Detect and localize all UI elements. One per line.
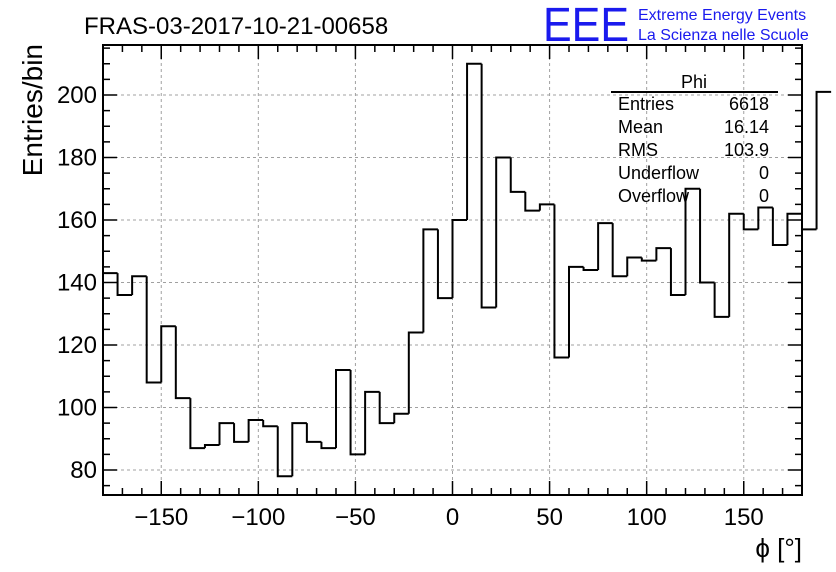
histogram-bin-12 (276, 426, 293, 478)
histogram-bin-40 (684, 187, 701, 295)
y-axis-label: Entries/bin (17, 44, 48, 176)
x-tick-label: −100 (231, 504, 285, 531)
histogram-bin-13 (291, 422, 307, 477)
y-tick-label: 100 (57, 395, 97, 422)
histogram-bin-24 (451, 219, 468, 299)
histogram-bin-30 (538, 203, 555, 211)
histogram-bin-38 (655, 247, 671, 261)
histogram-bin-37 (640, 257, 657, 262)
stats-value: 16.14 (724, 117, 769, 137)
histogram-bin-1 (116, 273, 133, 296)
histogram-bin-45 (757, 206, 773, 230)
chart-title: FRAS-03-2017-10-21-00658 (84, 13, 388, 40)
stats-value: 103.9 (724, 140, 769, 160)
x-tick-label: 0 (446, 504, 459, 531)
stats-label: Underflow (618, 163, 700, 183)
histogram-bin-36 (626, 256, 642, 277)
y-tick-label: 120 (57, 332, 97, 359)
histogram-bin-23 (436, 229, 453, 300)
histogram-bin-29 (524, 191, 540, 212)
histogram-bin-27 (495, 156, 511, 308)
eee-logo: EEE Extreme Energy Events La Scienza nel… (543, 0, 809, 52)
histogram (103, 62, 832, 478)
eee-logo-line1: Extreme Energy Events (638, 7, 806, 24)
histogram-bin-21 (407, 331, 424, 414)
x-tick-labels: −150 −100 −50 0 50 100 150 (134, 504, 764, 531)
histogram-bin-2 (131, 275, 147, 295)
histogram-bin-7 (203, 444, 220, 449)
histogram-bin-43 (728, 212, 744, 317)
y-tick-label: 160 (57, 207, 97, 234)
x-tick-label: 150 (724, 504, 764, 531)
histogram-bin-4 (160, 325, 176, 383)
histogram-bin-42 (713, 282, 730, 318)
histogram-bin-26 (480, 63, 497, 309)
x-axis-label: ϕ [°] (755, 533, 802, 563)
histogram-bin-47 (786, 212, 802, 245)
histogram-bin-8 (218, 422, 235, 445)
stats-box-title: Phi (681, 72, 707, 92)
histogram-bin-31 (553, 204, 569, 359)
histogram-bin-39 (669, 248, 686, 296)
histogram-bin-9 (233, 423, 249, 443)
histogram-bin-16 (335, 369, 351, 449)
x-tick-label: −150 (134, 504, 188, 531)
histogram-bin-14 (305, 423, 322, 443)
y-tick-label: 80 (70, 457, 97, 484)
histogram-bin-28 (509, 157, 526, 193)
histogram-bin-6 (189, 398, 205, 450)
stats-box: Phi Entries 6618 Mean 16.14 RMS 103.9 Underflo… (611, 72, 778, 206)
histogram-bin-5 (174, 326, 191, 400)
histogram-bin-15 (320, 441, 336, 450)
grid-lines (103, 45, 802, 495)
histogram-bin-44 (742, 213, 759, 231)
stats-label: Entries (618, 94, 674, 114)
histogram-bin-17 (349, 370, 366, 456)
y-tick-label: 200 (57, 82, 97, 109)
histogram-bin-32 (568, 265, 584, 358)
histogram-bin-41 (699, 188, 715, 284)
histogram-bin-3 (145, 276, 162, 384)
histogram-bin-33 (582, 266, 599, 271)
histogram-bin-20 (393, 412, 409, 424)
axis-ticks (102, 45, 803, 495)
histogram-bin-35 (611, 223, 628, 278)
histogram-bin-49 (815, 90, 832, 230)
histogram-bin-11 (262, 420, 278, 428)
histogram-bin-18 (364, 390, 380, 455)
histogram-bin-46 (771, 207, 788, 246)
x-tick-label: −50 (335, 504, 376, 531)
stats-label: Mean (618, 117, 663, 137)
y-tick-labels: 80 100 120 140 160 180 200 (57, 82, 97, 484)
stats-value: 6618 (729, 94, 769, 114)
histogram-bin-10 (247, 419, 264, 442)
x-tick-label: 100 (627, 504, 667, 531)
y-tick-label: 140 (57, 270, 97, 297)
stats-label: Overflow (618, 186, 690, 206)
stats-label: RMS (618, 140, 658, 160)
stats-value: 0 (759, 186, 769, 206)
stats-rows: Entries 6618 Mean 16.14 RMS 103.9 Underflow 0 Ov… (618, 94, 769, 206)
y-tick-label: 180 (57, 145, 97, 172)
x-tick-label: 50 (536, 504, 563, 531)
histogram-bin-25 (466, 62, 482, 220)
histogram-bin-34 (597, 222, 613, 270)
histogram-bin-48 (801, 213, 817, 231)
histogram-bin-22 (422, 228, 438, 333)
eee-logo-mark: EEE (543, 0, 629, 52)
eee-logo-line2: La Scienza nelle Scuole (638, 27, 809, 44)
histogram-bin-19 (378, 391, 395, 425)
stats-value: 0 (759, 163, 769, 183)
